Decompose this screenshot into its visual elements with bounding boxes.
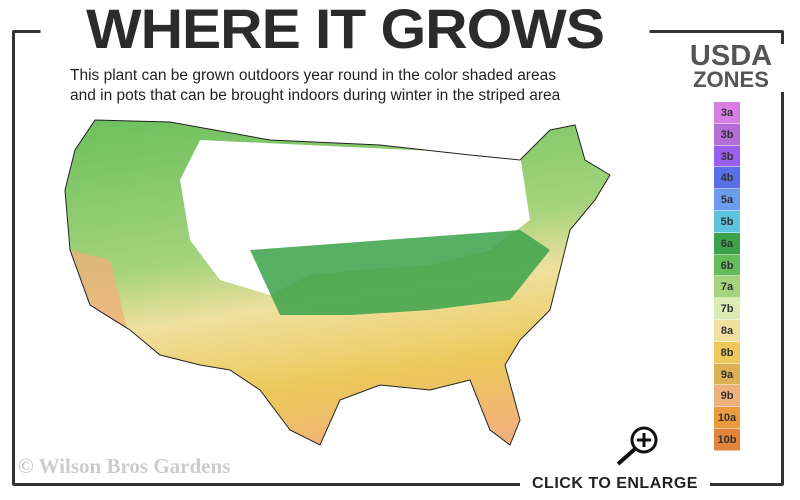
legend-zone-3a: 3a	[714, 102, 740, 124]
subtitle-line-1: This plant can be grown outdoors year ro…	[70, 67, 556, 84]
legend-title: USDA ZONES	[676, 40, 786, 92]
copyright-watermark: © Wilson Bros Gardens	[18, 454, 231, 478]
legend-zone-10a: 10a	[714, 407, 740, 429]
legend-zone-10b: 10b	[714, 428, 740, 451]
us-zone-map[interactable]	[50, 100, 690, 480]
magnifier-plus-icon[interactable]	[612, 424, 662, 466]
click-to-enlarge-link[interactable]: CLICK TO ENLARGE	[520, 475, 710, 493]
legend-zone-5b: 5b	[714, 210, 740, 233]
legend-zone-3b: 3b	[714, 145, 740, 168]
subtitle-line-2: and in pots that can be brought indoors …	[70, 87, 561, 104]
legend-title-line-1: USDA	[689, 40, 773, 72]
legend-zone-6a: 6a	[714, 232, 740, 255]
legend-zone-7b: 7b	[714, 298, 740, 320]
legend-title-line-2: ZONES	[693, 67, 769, 92]
legend-zone-5a: 5a	[714, 189, 740, 211]
legend-zone-6b: 6b	[714, 254, 740, 277]
legend-zone-8a: 8a	[714, 319, 740, 342]
legend-zone-9a: 9a	[714, 363, 740, 386]
legend-zone-9b: 9b	[714, 385, 740, 408]
subtitle: This plant can be grown outdoors year ro…	[70, 66, 670, 106]
legend-zone-8b: 8b	[714, 341, 740, 364]
legend-zone-3b: 3b	[714, 123, 740, 146]
page-title: WHERE IT GROWS	[40, 0, 650, 58]
legend-zone-4b: 4b	[714, 167, 740, 190]
zone-legend: 3a 3b 3b 4b 5a 5b 6a 6b 7a 7b 8a 8b 9a 9b 10a 10b	[714, 102, 740, 451]
legend-zone-7a: 7a	[714, 276, 740, 299]
